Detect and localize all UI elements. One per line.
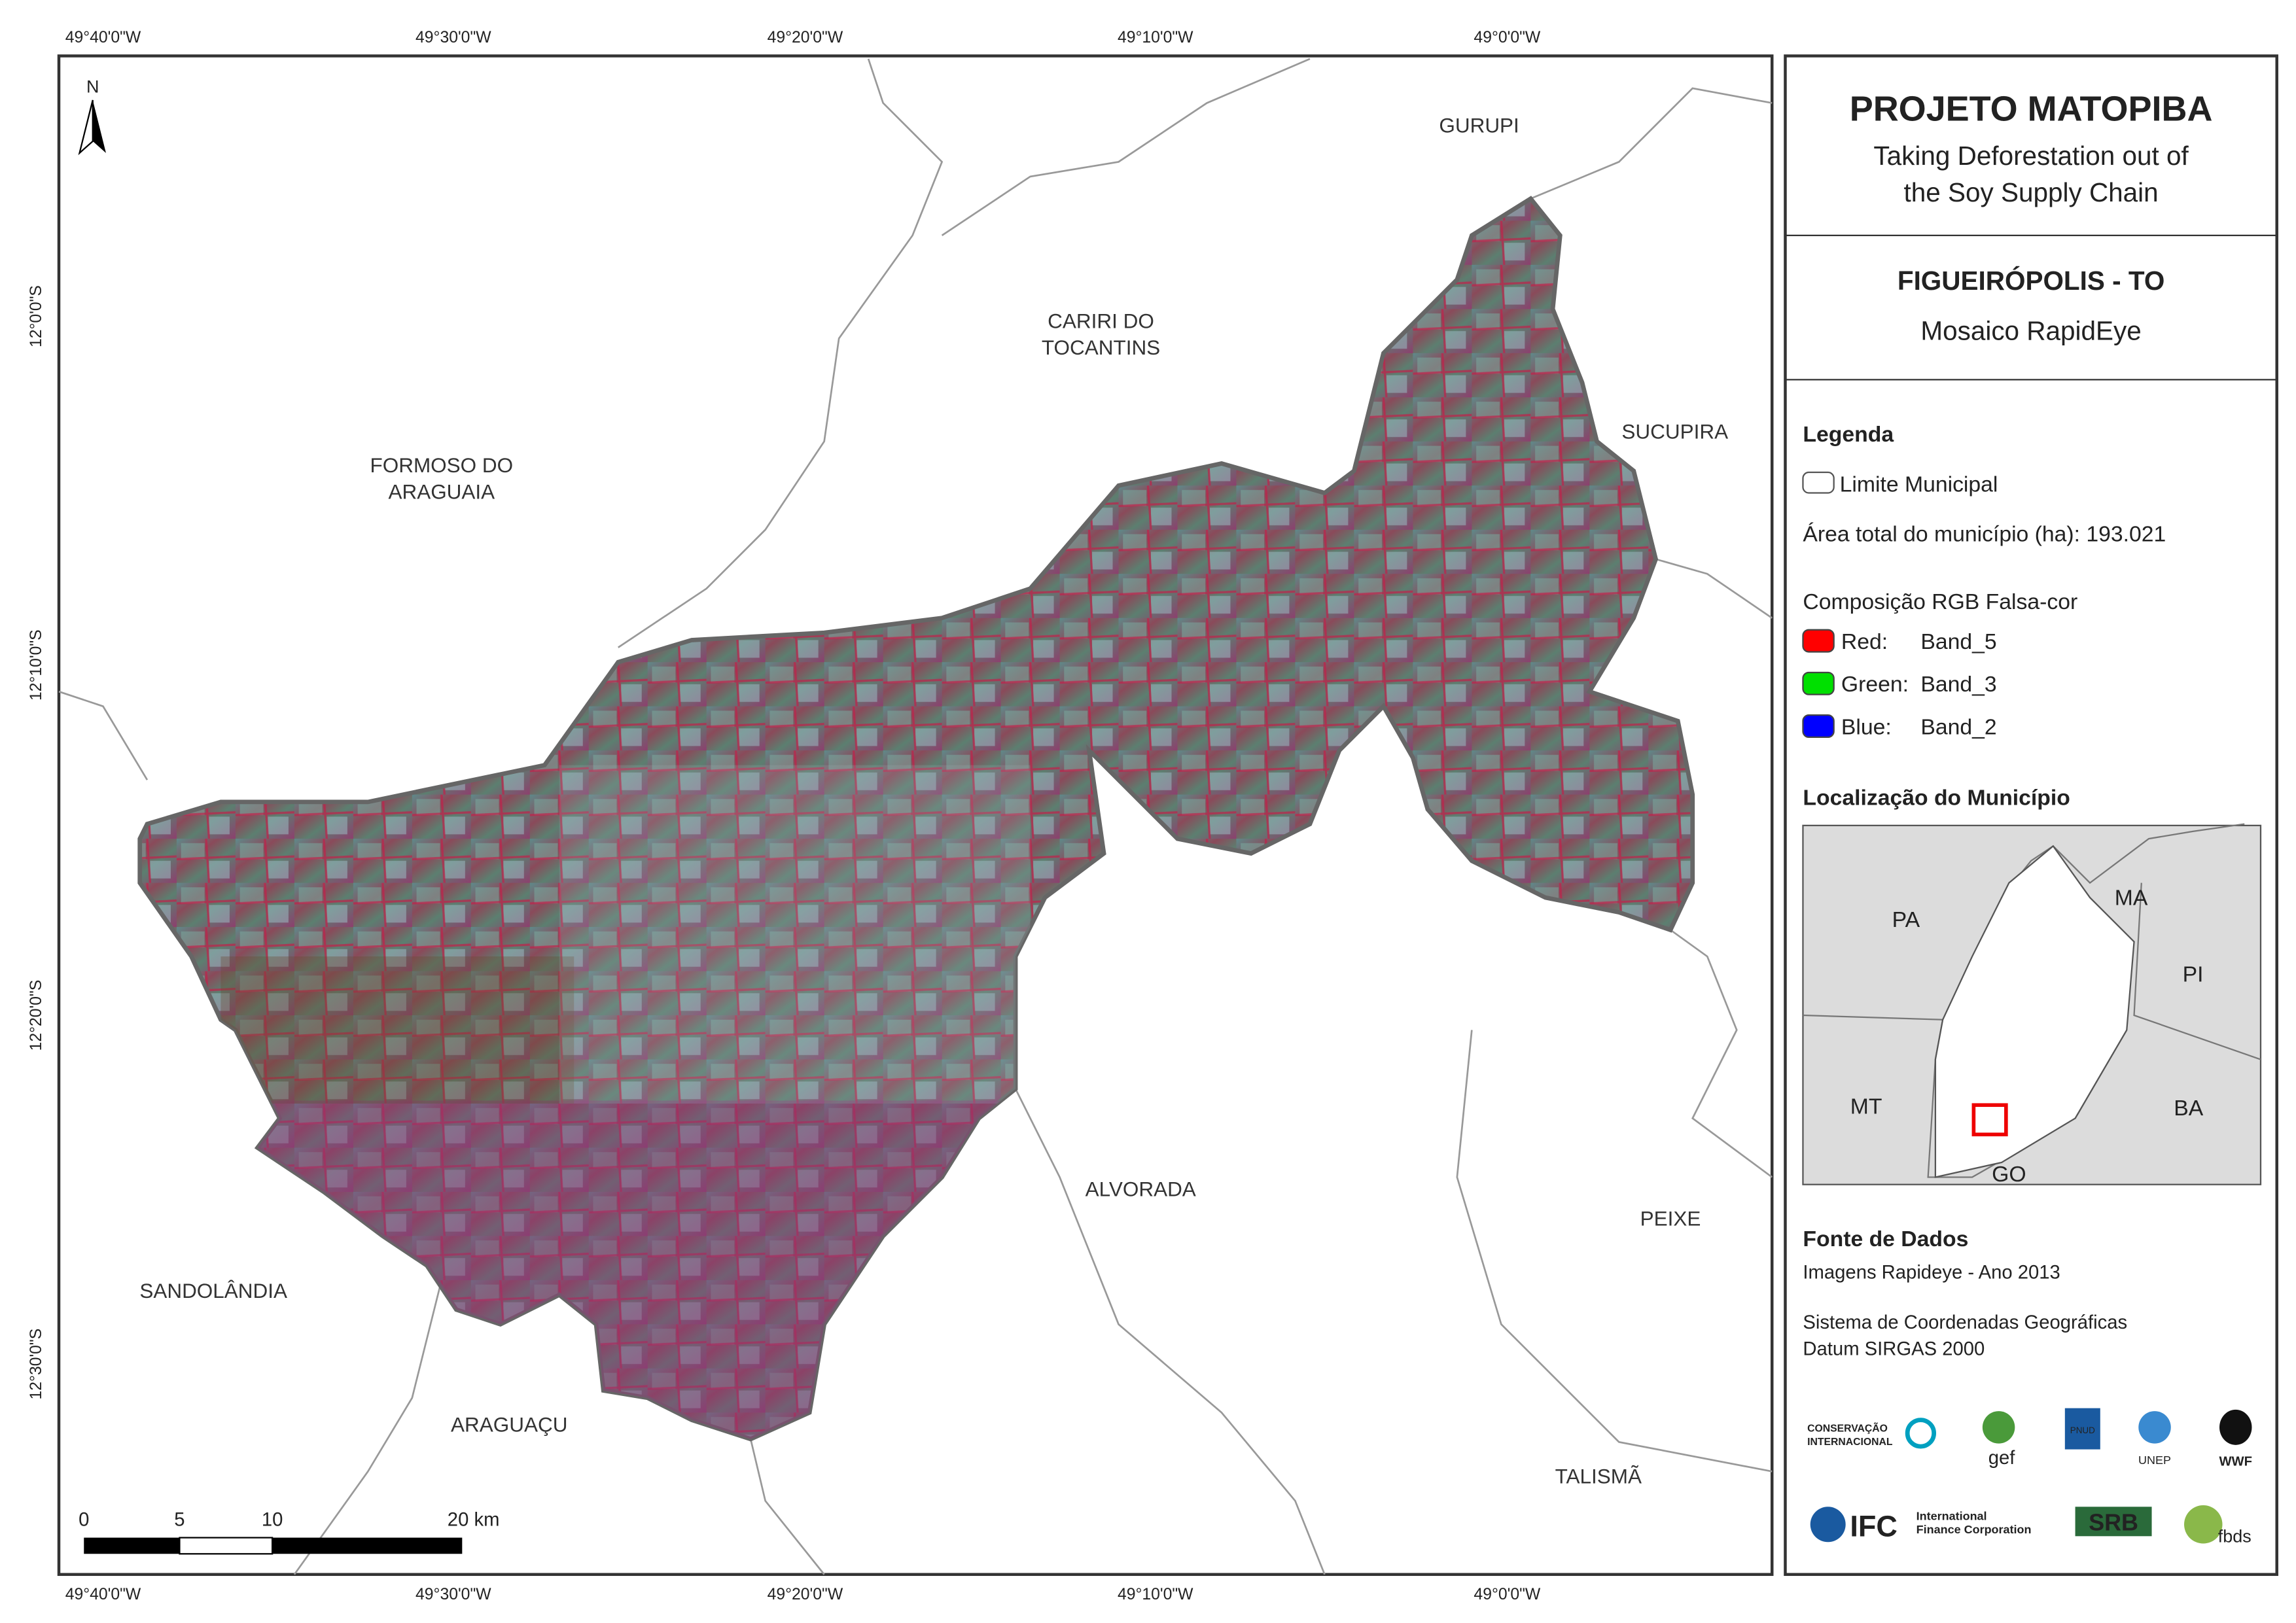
place-label: ARAGUAÇU bbox=[451, 1413, 567, 1437]
lon-label: 49°10'0"W bbox=[1118, 1586, 1193, 1603]
project-title: PROJETO MATOPIBA bbox=[1850, 89, 2213, 128]
logo-mark bbox=[2219, 1409, 2252, 1445]
municipal-boundaries bbox=[58, 58, 1773, 1575]
logo-mark bbox=[1810, 1507, 1846, 1543]
side-panel: PROJETO MATOPIBA Taking Deforestation ou… bbox=[1784, 54, 2278, 1577]
lon-label: 49°30'0"W bbox=[415, 1586, 491, 1603]
state-label: PI bbox=[2183, 962, 2204, 986]
place-label: SUCUPIRA bbox=[1621, 419, 1728, 443]
sources-title: Fonte de Dados bbox=[1803, 1227, 1968, 1251]
logo-mark bbox=[2184, 1505, 2223, 1544]
legend-title: Legenda bbox=[1803, 422, 1894, 447]
scale-label: 20 km bbox=[448, 1510, 500, 1531]
place-label: PEIXE bbox=[1640, 1207, 1701, 1230]
location-marker bbox=[1971, 1103, 2008, 1137]
logo-text: CONSERVAÇÃO bbox=[1807, 1422, 1888, 1435]
map-subtitle: Mosaico RapidEye bbox=[1920, 316, 2141, 346]
band-swatch bbox=[1802, 671, 1835, 695]
source-line: Sistema de Coordenadas Geográficas bbox=[1803, 1312, 2127, 1333]
scale-segment bbox=[84, 1537, 180, 1554]
logo-mark bbox=[2138, 1411, 2171, 1444]
project-subtitle: the Soy Supply Chain bbox=[1903, 177, 2158, 207]
band-name: Band_2 bbox=[1920, 714, 1996, 739]
scale-label: 5 bbox=[174, 1510, 185, 1531]
logo-text: fbds bbox=[2218, 1526, 2252, 1546]
band-channel: Green: bbox=[1841, 672, 1909, 697]
location-title: Localização do Município bbox=[1803, 785, 2070, 810]
scale-segment bbox=[179, 1537, 274, 1555]
logo-text: WWF bbox=[2219, 1454, 2252, 1469]
place-label: ARAGUAIA bbox=[388, 480, 495, 504]
logo-mark bbox=[1982, 1411, 2015, 1444]
tocantins-state bbox=[1934, 845, 2135, 1178]
lon-label: 49°0'0"W bbox=[1474, 1586, 1540, 1603]
lat-label: 12°10'0"S bbox=[27, 629, 45, 701]
scale-segment bbox=[272, 1537, 463, 1554]
logo-text: Finance Corporation bbox=[1916, 1523, 2032, 1536]
lat-label: 12°0'0"S bbox=[27, 285, 45, 347]
composition-title: Composição RGB Falsa-cor bbox=[1803, 589, 2077, 614]
band-swatch bbox=[1802, 629, 1835, 653]
state-label: GO bbox=[1992, 1162, 2026, 1187]
logo-text: International bbox=[1916, 1510, 1987, 1523]
scale-label: 0 bbox=[79, 1510, 89, 1531]
logo-text: INTERNACIONAL bbox=[1807, 1437, 1893, 1448]
source-line: Datum SIRGAS 2000 bbox=[1803, 1339, 1985, 1360]
place-label: CARIRI DO bbox=[1048, 309, 1154, 333]
logo-mark bbox=[1905, 1418, 1937, 1449]
place-label: FORMOSO DO bbox=[370, 453, 514, 477]
logo-mark bbox=[2075, 1507, 2152, 1537]
map-name: FIGUEIRÓPOLIS - TO bbox=[1898, 266, 2164, 296]
lon-label: 49°20'0"W bbox=[768, 1586, 843, 1603]
legend-item: Limite Municipal bbox=[1840, 472, 1998, 497]
place-labels: GURUPI CARIRI DO TOCANTINS SUCUPIRA FORM… bbox=[139, 113, 1728, 1488]
lon-label: 49°20'0"W bbox=[768, 29, 843, 46]
logo-text: UNEP bbox=[2138, 1454, 2171, 1467]
panel-frame bbox=[1784, 54, 2278, 1577]
north-arrow: N bbox=[78, 77, 106, 156]
graticule-labels: 49°40'0"W 49°30'0"W 49°20'0"W 49°10'0"W … bbox=[27, 29, 1541, 1603]
mosaic-tiles bbox=[221, 765, 1031, 1439]
source-line: Imagens Rapideye - Ano 2013 bbox=[1803, 1263, 2060, 1283]
place-label: TALISMÃ bbox=[1555, 1464, 1642, 1488]
place-label: GURUPI bbox=[1439, 113, 1519, 137]
logos: CONSERVAÇÃO INTERNACIONAL gef PNUD UNEP … bbox=[1807, 1408, 2252, 1546]
logo-text: gef bbox=[1988, 1448, 2016, 1469]
band-channel: Red: bbox=[1841, 629, 1888, 654]
band-swatch bbox=[1802, 714, 1835, 739]
municipality-mosaic bbox=[137, 196, 1695, 1442]
lon-label: 49°40'0"W bbox=[65, 29, 141, 46]
place-label: SANDOLÂNDIA bbox=[139, 1279, 287, 1302]
place-label: TOCANTINS bbox=[1042, 336, 1160, 359]
lon-label: 49°30'0"W bbox=[415, 29, 491, 46]
north-label: N bbox=[86, 77, 99, 97]
lon-label: 49°0'0"W bbox=[1474, 29, 1540, 46]
scale-label: 10 bbox=[262, 1510, 283, 1531]
project-subtitle: Taking Deforestation out of bbox=[1873, 141, 2189, 171]
state-label: MA bbox=[2115, 885, 2148, 910]
lat-label: 12°30'0"S bbox=[27, 1329, 45, 1400]
band-name: Band_5 bbox=[1920, 629, 1996, 654]
band-channel: Blue: bbox=[1841, 714, 1892, 739]
logo-text: IFC bbox=[1850, 1509, 1897, 1543]
boundary-swatch bbox=[1802, 471, 1835, 494]
lon-label: 49°40'0"W bbox=[65, 1586, 141, 1603]
place-label: ALVORADA bbox=[1086, 1178, 1196, 1201]
logo-text: SRB bbox=[2089, 1509, 2138, 1535]
state-label: BA bbox=[2174, 1096, 2203, 1121]
lat-label: 12°20'0"S bbox=[27, 980, 45, 1051]
logo-text: PNUD bbox=[2070, 1425, 2095, 1435]
state-label: MT bbox=[1850, 1094, 1882, 1119]
area-text: Área total do município (ha): 193.021 bbox=[1803, 522, 2166, 547]
state-label: PA bbox=[1892, 907, 1920, 932]
logo-mark bbox=[2064, 1408, 2100, 1450]
band-name: Band_3 bbox=[1920, 672, 1996, 697]
lon-label: 49°10'0"W bbox=[1118, 29, 1193, 46]
scale-bar: 0 5 10 20 km bbox=[79, 1510, 500, 1555]
